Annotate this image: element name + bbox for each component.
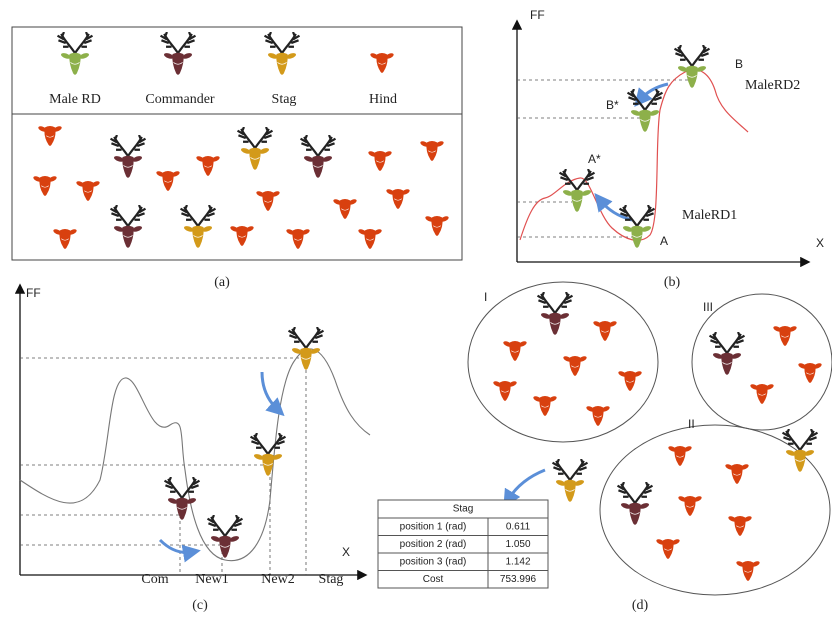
point-label: B bbox=[735, 57, 743, 71]
axis-label: X bbox=[816, 236, 824, 250]
group-label: III bbox=[703, 300, 713, 314]
move-arrow bbox=[160, 540, 192, 553]
hind-deer bbox=[797, 362, 822, 383]
row-value: 1.142 bbox=[505, 556, 530, 567]
hind-deer bbox=[667, 445, 692, 466]
legend-label: Male RD bbox=[49, 92, 101, 107]
antlered-deer bbox=[301, 135, 336, 178]
hind-deer bbox=[37, 125, 62, 146]
curve-label: MaleRD2 bbox=[745, 78, 800, 93]
antlered-deer bbox=[208, 515, 243, 558]
antlered-deer bbox=[675, 45, 710, 88]
point-label: A bbox=[660, 234, 668, 248]
antlered-deer bbox=[560, 169, 595, 212]
hind-deer bbox=[617, 370, 642, 391]
hind-deer bbox=[357, 228, 382, 249]
move-arrow bbox=[508, 470, 545, 500]
hind-deer bbox=[332, 198, 357, 219]
guide-lines bbox=[517, 80, 690, 237]
hind-deer bbox=[727, 515, 752, 536]
hind-deer bbox=[724, 463, 749, 484]
point-label: A* bbox=[588, 152, 601, 166]
hind-deer bbox=[749, 383, 774, 404]
hind-deer bbox=[585, 405, 610, 426]
hind-deer bbox=[75, 180, 100, 201]
hind-deer bbox=[677, 495, 702, 516]
antlered-deer bbox=[289, 327, 324, 370]
hind-deer bbox=[492, 380, 517, 401]
antlered-deer bbox=[538, 292, 573, 335]
panel-label: (b) bbox=[664, 275, 681, 290]
move-arrow bbox=[262, 372, 278, 410]
point-label: B* bbox=[606, 98, 619, 112]
antlered-deer bbox=[165, 477, 200, 520]
antlered-deer bbox=[111, 205, 146, 248]
row-value: 1.050 bbox=[505, 539, 530, 550]
panel-label: (c) bbox=[192, 598, 208, 613]
hind-deer bbox=[52, 228, 77, 249]
antlered-deer bbox=[161, 32, 196, 75]
antlered-deer bbox=[238, 127, 273, 170]
legend-label: Commander bbox=[145, 92, 215, 107]
hind-deer bbox=[424, 215, 449, 236]
group-label: I bbox=[484, 290, 487, 304]
hind-deer bbox=[772, 325, 797, 346]
axis-label: FF bbox=[530, 8, 545, 22]
hind-deer bbox=[195, 155, 220, 176]
antlered-deer bbox=[618, 482, 653, 525]
row-label: position 3 (rad) bbox=[400, 556, 467, 567]
group-circle bbox=[692, 294, 832, 430]
fitness-curve bbox=[20, 349, 370, 561]
point-label: New2 bbox=[261, 572, 294, 587]
hind-deer bbox=[532, 395, 557, 416]
result-table: Stag position 1 (rad) 0.611 position 2 (ra… bbox=[378, 500, 548, 588]
row-value: 0.611 bbox=[506, 521, 531, 532]
hind-deer bbox=[655, 538, 680, 559]
hind-deer bbox=[255, 190, 280, 211]
hind-deer bbox=[385, 188, 410, 209]
hind-deer bbox=[367, 150, 392, 171]
row-value: 753.996 bbox=[500, 574, 537, 585]
hind-deer bbox=[419, 140, 444, 161]
antlered-deer bbox=[181, 205, 216, 248]
curve-label: MaleRD1 bbox=[682, 208, 737, 223]
hind-deer bbox=[285, 228, 310, 249]
antlered-deer bbox=[111, 135, 146, 178]
hind-deer bbox=[592, 320, 617, 341]
hind-deer bbox=[229, 225, 254, 246]
table-title: Stag bbox=[453, 504, 474, 515]
axis-label: X bbox=[342, 545, 350, 559]
row-label: position 1 (rad) bbox=[400, 521, 467, 532]
point-label: Stag bbox=[319, 572, 344, 587]
legend-label: Hind bbox=[369, 92, 397, 107]
group-label: II bbox=[688, 417, 695, 431]
axis-label: FF bbox=[26, 286, 41, 300]
hind-deer bbox=[155, 170, 180, 191]
row-label: position 2 (rad) bbox=[400, 539, 467, 550]
point-label: Com bbox=[141, 572, 168, 587]
hind-deer bbox=[502, 340, 527, 361]
antlered-deer bbox=[783, 429, 818, 472]
hind-deer bbox=[32, 175, 57, 196]
antlered-deer bbox=[710, 332, 745, 375]
point-label: New1 bbox=[195, 572, 228, 587]
antlered-deer bbox=[58, 32, 93, 75]
hind-deer bbox=[735, 560, 760, 581]
antlered-deer bbox=[251, 433, 286, 476]
hind-deer bbox=[369, 52, 394, 73]
antlered-deer bbox=[265, 32, 300, 75]
figure: Male RD Commander Stag Hind (a) FF X A A… bbox=[0, 0, 832, 617]
antlered-deer bbox=[553, 459, 588, 502]
legend-label: Stag bbox=[272, 92, 297, 107]
move-arrow bbox=[600, 200, 632, 220]
panel-label: (d) bbox=[632, 598, 649, 613]
hind-deer bbox=[562, 355, 587, 376]
panel-label: (a) bbox=[214, 275, 230, 290]
antlered-deer bbox=[620, 205, 655, 248]
row-label: Cost bbox=[423, 574, 444, 585]
